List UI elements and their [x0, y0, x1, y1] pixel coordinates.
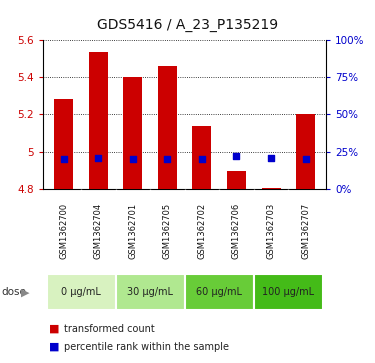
Text: GSM1362705: GSM1362705 [163, 203, 172, 258]
Bar [184, 274, 254, 310]
Text: ▶: ▶ [21, 287, 29, 297]
Text: GSM1362703: GSM1362703 [267, 203, 276, 258]
Point [164, 156, 170, 162]
Text: GSM1362700: GSM1362700 [59, 203, 68, 258]
Point [268, 155, 274, 160]
Bar [296, 114, 315, 189]
Bar [261, 188, 280, 189]
Text: percentile rank within the sample: percentile rank within the sample [64, 342, 229, 352]
Text: 60 μg/mL: 60 μg/mL [196, 287, 242, 297]
Bar [89, 52, 108, 189]
Bar [254, 274, 323, 310]
Bar [46, 274, 116, 310]
Text: GDS5416 / A_23_P135219: GDS5416 / A_23_P135219 [97, 18, 278, 32]
Text: ■: ■ [49, 342, 59, 352]
Point [234, 153, 240, 159]
Bar [54, 98, 74, 189]
Bar [116, 274, 184, 310]
Text: GSM1362704: GSM1362704 [94, 203, 103, 258]
Text: dose: dose [2, 287, 27, 297]
Point [199, 156, 205, 162]
Text: 30 μg/mL: 30 μg/mL [127, 287, 173, 297]
Bar [227, 171, 246, 189]
Bar [192, 126, 211, 189]
Point [95, 155, 101, 160]
Text: GSM1362707: GSM1362707 [301, 203, 310, 258]
Text: ■: ■ [49, 323, 59, 334]
Text: GSM1362702: GSM1362702 [198, 203, 207, 258]
Text: 0 μg/mL: 0 μg/mL [61, 287, 101, 297]
Point [61, 156, 67, 162]
Point [303, 156, 309, 162]
Text: transformed count: transformed count [64, 323, 154, 334]
Text: 100 μg/mL: 100 μg/mL [262, 287, 314, 297]
Point [130, 156, 136, 162]
Bar [158, 66, 177, 189]
Bar [123, 77, 142, 189]
Text: GSM1362701: GSM1362701 [128, 203, 137, 258]
Text: GSM1362706: GSM1362706 [232, 203, 241, 258]
